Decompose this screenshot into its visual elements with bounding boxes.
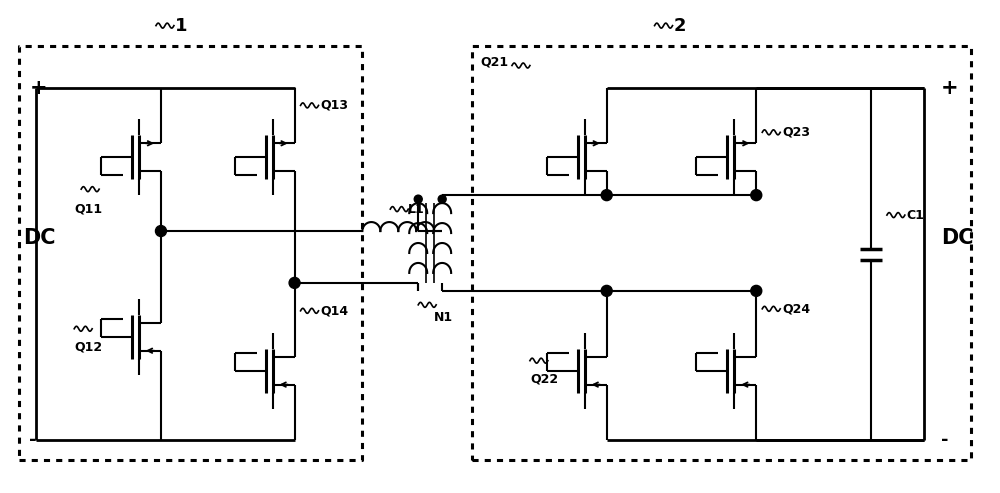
Circle shape	[601, 190, 612, 201]
Circle shape	[155, 226, 166, 237]
Text: -: -	[941, 431, 948, 450]
Circle shape	[438, 195, 446, 203]
Text: -: -	[29, 431, 37, 450]
Text: L1: L1	[408, 203, 425, 215]
Text: Q14: Q14	[321, 304, 349, 317]
Text: DC: DC	[23, 228, 56, 248]
Text: 2: 2	[674, 17, 686, 35]
Text: +: +	[941, 78, 958, 99]
Text: Q13: Q13	[321, 99, 349, 112]
Circle shape	[751, 190, 762, 201]
Text: N1: N1	[434, 311, 453, 324]
Text: Q22: Q22	[530, 372, 558, 385]
Text: 1: 1	[175, 17, 187, 35]
Text: Q21: Q21	[480, 55, 508, 68]
Text: DC: DC	[941, 228, 973, 248]
Text: +: +	[29, 78, 47, 99]
Circle shape	[289, 278, 300, 288]
Text: Q23: Q23	[782, 126, 810, 139]
Circle shape	[601, 285, 612, 296]
Text: Q12: Q12	[74, 340, 102, 353]
Text: Q24: Q24	[782, 302, 810, 316]
Circle shape	[751, 285, 762, 296]
Circle shape	[414, 195, 422, 203]
Text: C1: C1	[907, 209, 925, 221]
Text: Q11: Q11	[74, 203, 102, 215]
